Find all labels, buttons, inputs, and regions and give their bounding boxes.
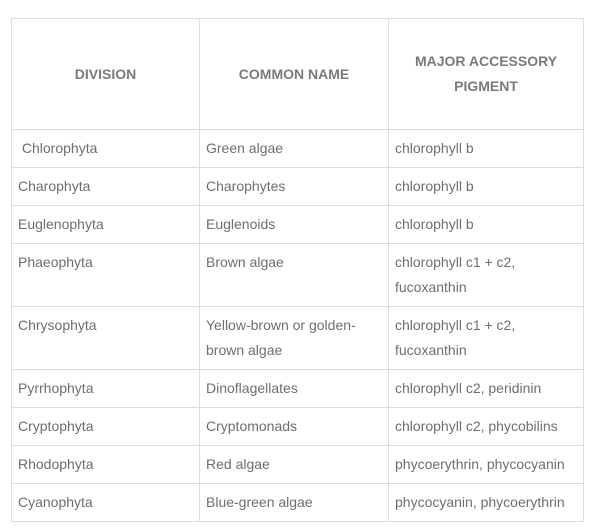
cell-pigment: phycocyanin, phycoerythrin xyxy=(388,483,584,522)
cell-pigment: chlorophyll c2, peridinin xyxy=(388,369,584,408)
table-header-row: DIVISION COMMON NAME MAJOR ACCESSORY PIG… xyxy=(11,18,584,130)
algae-division-table: DIVISION COMMON NAME MAJOR ACCESSORY PIG… xyxy=(11,18,584,522)
cell-division: Rhodophyta xyxy=(11,445,200,484)
table-row: Euglenophyta Euglenoids chlorophyll b xyxy=(11,205,584,244)
cell-common-name: Red algae xyxy=(199,445,389,484)
header-major-accessory-pigment: MAJOR ACCESSORY PIGMENT xyxy=(388,18,584,130)
cell-common-name: Dinoflagellates xyxy=(199,369,389,408)
cell-pigment: chlorophyll c1 + c2, fucoxanthin xyxy=(388,306,584,370)
table-row: Rhodophyta Red algae phycoerythrin, phyc… xyxy=(11,445,584,484)
table-row: Pyrrhophyta Dinoflagellates chlorophyll … xyxy=(11,369,584,408)
cell-common-name: Euglenoids xyxy=(199,205,389,244)
header-common-name: COMMON NAME xyxy=(199,18,389,130)
table-row: Chrysophyta Yellow-brown or golden-brown… xyxy=(11,306,584,370)
cell-pigment: phycoerythrin, phycocyanin xyxy=(388,445,584,484)
cell-pigment: chlorophyll b xyxy=(388,129,584,168)
table-row: Charophyta Charophytes chlorophyll b xyxy=(11,167,584,206)
cell-pigment: chlorophyll c1 + c2, fucoxanthin xyxy=(388,243,584,307)
cell-common-name: Charophytes xyxy=(199,167,389,206)
header-division: DIVISION xyxy=(11,18,200,130)
cell-division: Cyanophyta xyxy=(11,483,200,522)
table-row: Cyanophyta Blue-green algae phycocyanin,… xyxy=(11,483,584,522)
cell-common-name: Cryptomonads xyxy=(199,407,389,446)
cell-common-name: Brown algae xyxy=(199,243,389,307)
cell-pigment: chlorophyll b xyxy=(388,167,584,206)
cell-common-name: Green algae xyxy=(199,129,389,168)
cell-division: Charophyta xyxy=(11,167,200,206)
cell-common-name: Yellow-brown or golden-brown algae xyxy=(199,306,389,370)
cell-division: Chlorophyta xyxy=(11,129,200,168)
table-row: Chlorophyta Green algae chlorophyll b xyxy=(11,129,584,168)
table-row: Phaeophyta Brown algae chlorophyll c1 + … xyxy=(11,243,584,307)
cell-division: Chrysophyta xyxy=(11,306,200,370)
cell-pigment: chlorophyll b xyxy=(388,205,584,244)
cell-common-name: Blue-green algae xyxy=(199,483,389,522)
table-row: Cryptophyta Cryptomonads chlorophyll c2,… xyxy=(11,407,584,446)
cell-division: Pyrrhophyta xyxy=(11,369,200,408)
cell-division: Cryptophyta xyxy=(11,407,200,446)
cell-pigment: chlorophyll c2, phycobilins xyxy=(388,407,584,446)
cell-division: Euglenophyta xyxy=(11,205,200,244)
cell-division: Phaeophyta xyxy=(11,243,200,307)
